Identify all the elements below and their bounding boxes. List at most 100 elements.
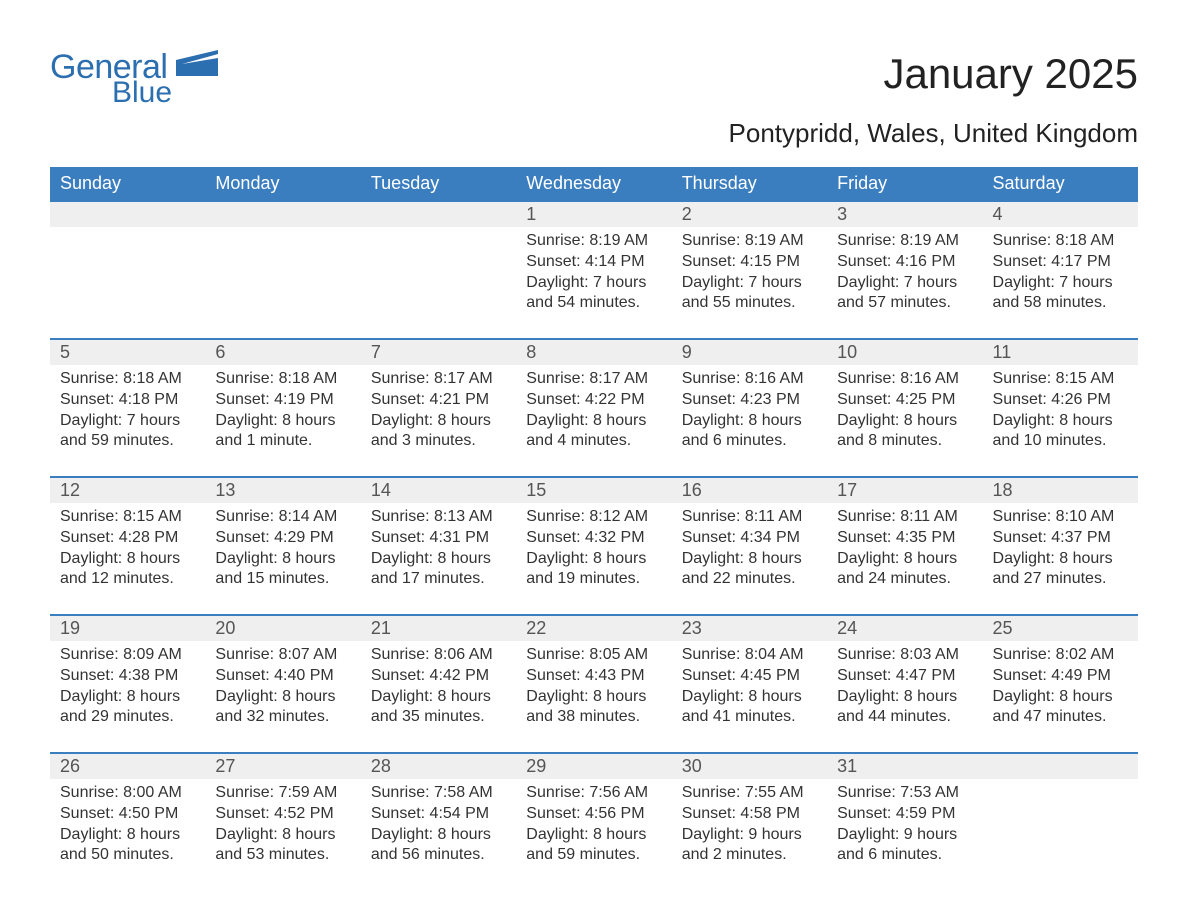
sunrise-text: Sunrise: 8:06 AM	[371, 645, 506, 666]
day-cell: Sunrise: 7:59 AMSunset: 4:52 PMDaylight:…	[205, 779, 360, 879]
day-number-cell: 21	[361, 615, 516, 641]
day-body: Sunrise: 8:04 AMSunset: 4:45 PMDaylight:…	[672, 641, 827, 736]
day-body: Sunrise: 8:11 AMSunset: 4:35 PMDaylight:…	[827, 503, 982, 598]
day-cell: Sunrise: 8:07 AMSunset: 4:40 PMDaylight:…	[205, 641, 360, 753]
day-body: Sunrise: 8:10 AMSunset: 4:37 PMDaylight:…	[983, 503, 1138, 598]
sunset-text: Sunset: 4:35 PM	[837, 528, 972, 549]
sunset-text: Sunset: 4:28 PM	[60, 528, 195, 549]
daylight-text-1: Daylight: 9 hours	[837, 825, 972, 846]
daylight-text-1: Daylight: 8 hours	[215, 825, 350, 846]
daylight-text-2: and 27 minutes.	[993, 569, 1128, 590]
daylight-text-1: Daylight: 8 hours	[682, 549, 817, 570]
day-body: Sunrise: 8:17 AMSunset: 4:22 PMDaylight:…	[516, 365, 671, 460]
day-cell: Sunrise: 8:00 AMSunset: 4:50 PMDaylight:…	[50, 779, 205, 879]
day-number-cell	[205, 201, 360, 227]
day-number: 6	[205, 340, 360, 365]
day-cell: Sunrise: 8:18 AMSunset: 4:18 PMDaylight:…	[50, 365, 205, 477]
day-cell: Sunrise: 8:04 AMSunset: 4:45 PMDaylight:…	[672, 641, 827, 753]
sunrise-text: Sunrise: 8:10 AM	[993, 507, 1128, 528]
sunrise-text: Sunrise: 8:13 AM	[371, 507, 506, 528]
day-number: 9	[672, 340, 827, 365]
daylight-text-1: Daylight: 8 hours	[993, 549, 1128, 570]
daylight-text-2: and 38 minutes.	[526, 707, 661, 728]
sunrise-text: Sunrise: 8:18 AM	[993, 231, 1128, 252]
sunrise-text: Sunrise: 8:04 AM	[682, 645, 817, 666]
day-cell: Sunrise: 8:17 AMSunset: 4:22 PMDaylight:…	[516, 365, 671, 477]
sunrise-text: Sunrise: 8:03 AM	[837, 645, 972, 666]
daylight-text-2: and 41 minutes.	[682, 707, 817, 728]
day-cell: Sunrise: 8:11 AMSunset: 4:35 PMDaylight:…	[827, 503, 982, 615]
week-body-row: Sunrise: 8:09 AMSunset: 4:38 PMDaylight:…	[50, 641, 1138, 753]
day-number-cell	[983, 753, 1138, 779]
day-cell: Sunrise: 8:10 AMSunset: 4:37 PMDaylight:…	[983, 503, 1138, 615]
sunrise-text: Sunrise: 8:00 AM	[60, 783, 195, 804]
day-number-cell: 9	[672, 339, 827, 365]
day-number: 4	[983, 202, 1138, 227]
day-number-cell: 7	[361, 339, 516, 365]
day-cell: Sunrise: 8:16 AMSunset: 4:25 PMDaylight:…	[827, 365, 982, 477]
sunrise-text: Sunrise: 8:18 AM	[60, 369, 195, 390]
day-body: Sunrise: 8:19 AMSunset: 4:14 PMDaylight:…	[516, 227, 671, 322]
day-cell: Sunrise: 8:19 AMSunset: 4:14 PMDaylight:…	[516, 227, 671, 339]
sunset-text: Sunset: 4:34 PM	[682, 528, 817, 549]
daylight-text-1: Daylight: 7 hours	[60, 411, 195, 432]
day-number-cell: 14	[361, 477, 516, 503]
daylight-text-1: Daylight: 8 hours	[215, 411, 350, 432]
day-body: Sunrise: 8:18 AMSunset: 4:19 PMDaylight:…	[205, 365, 360, 460]
daylight-text-2: and 50 minutes.	[60, 845, 195, 866]
day-body: Sunrise: 8:16 AMSunset: 4:25 PMDaylight:…	[827, 365, 982, 460]
day-number: 14	[361, 478, 516, 503]
sunset-text: Sunset: 4:43 PM	[526, 666, 661, 687]
sunrise-text: Sunrise: 7:59 AM	[215, 783, 350, 804]
day-number-cell: 19	[50, 615, 205, 641]
week-body-row: Sunrise: 8:00 AMSunset: 4:50 PMDaylight:…	[50, 779, 1138, 879]
day-body: Sunrise: 8:16 AMSunset: 4:23 PMDaylight:…	[672, 365, 827, 460]
day-number: 5	[50, 340, 205, 365]
day-number	[205, 202, 360, 206]
daylight-text-2: and 57 minutes.	[837, 293, 972, 314]
day-number: 8	[516, 340, 671, 365]
sunset-text: Sunset: 4:54 PM	[371, 804, 506, 825]
day-number-cell: 16	[672, 477, 827, 503]
day-number: 1	[516, 202, 671, 227]
day-cell: Sunrise: 8:09 AMSunset: 4:38 PMDaylight:…	[50, 641, 205, 753]
day-cell: Sunrise: 8:02 AMSunset: 4:49 PMDaylight:…	[983, 641, 1138, 753]
day-body: Sunrise: 8:02 AMSunset: 4:49 PMDaylight:…	[983, 641, 1138, 736]
sunset-text: Sunset: 4:32 PM	[526, 528, 661, 549]
daylight-text-1: Daylight: 7 hours	[837, 273, 972, 294]
daylight-text-1: Daylight: 8 hours	[371, 411, 506, 432]
day-body: Sunrise: 8:00 AMSunset: 4:50 PMDaylight:…	[50, 779, 205, 874]
day-number-cell: 15	[516, 477, 671, 503]
day-number-cell: 17	[827, 477, 982, 503]
day-number-cell: 8	[516, 339, 671, 365]
daylight-text-2: and 1 minute.	[215, 431, 350, 452]
calendar-table: Sunday Monday Tuesday Wednesday Thursday…	[50, 167, 1138, 879]
week-daynum-row: 567891011	[50, 339, 1138, 365]
day-number: 31	[827, 754, 982, 779]
day-number: 30	[672, 754, 827, 779]
day-number: 2	[672, 202, 827, 227]
sunset-text: Sunset: 4:26 PM	[993, 390, 1128, 411]
sunset-text: Sunset: 4:31 PM	[371, 528, 506, 549]
sunrise-text: Sunrise: 8:19 AM	[682, 231, 817, 252]
day-number-cell: 29	[516, 753, 671, 779]
day-cell: Sunrise: 8:18 AMSunset: 4:19 PMDaylight:…	[205, 365, 360, 477]
day-number-cell: 23	[672, 615, 827, 641]
sunset-text: Sunset: 4:58 PM	[682, 804, 817, 825]
sunrise-text: Sunrise: 7:55 AM	[682, 783, 817, 804]
day-cell	[50, 227, 205, 339]
day-number-cell: 13	[205, 477, 360, 503]
day-number: 24	[827, 616, 982, 641]
sunset-text: Sunset: 4:47 PM	[837, 666, 972, 687]
day-cell: Sunrise: 8:12 AMSunset: 4:32 PMDaylight:…	[516, 503, 671, 615]
day-cell: Sunrise: 8:19 AMSunset: 4:15 PMDaylight:…	[672, 227, 827, 339]
daylight-text-1: Daylight: 8 hours	[60, 825, 195, 846]
sunset-text: Sunset: 4:45 PM	[682, 666, 817, 687]
day-number: 25	[983, 616, 1138, 641]
sunset-text: Sunset: 4:15 PM	[682, 252, 817, 273]
daylight-text-1: Daylight: 7 hours	[682, 273, 817, 294]
day-number: 27	[205, 754, 360, 779]
day-number-cell: 12	[50, 477, 205, 503]
day-cell: Sunrise: 7:56 AMSunset: 4:56 PMDaylight:…	[516, 779, 671, 879]
sunset-text: Sunset: 4:21 PM	[371, 390, 506, 411]
